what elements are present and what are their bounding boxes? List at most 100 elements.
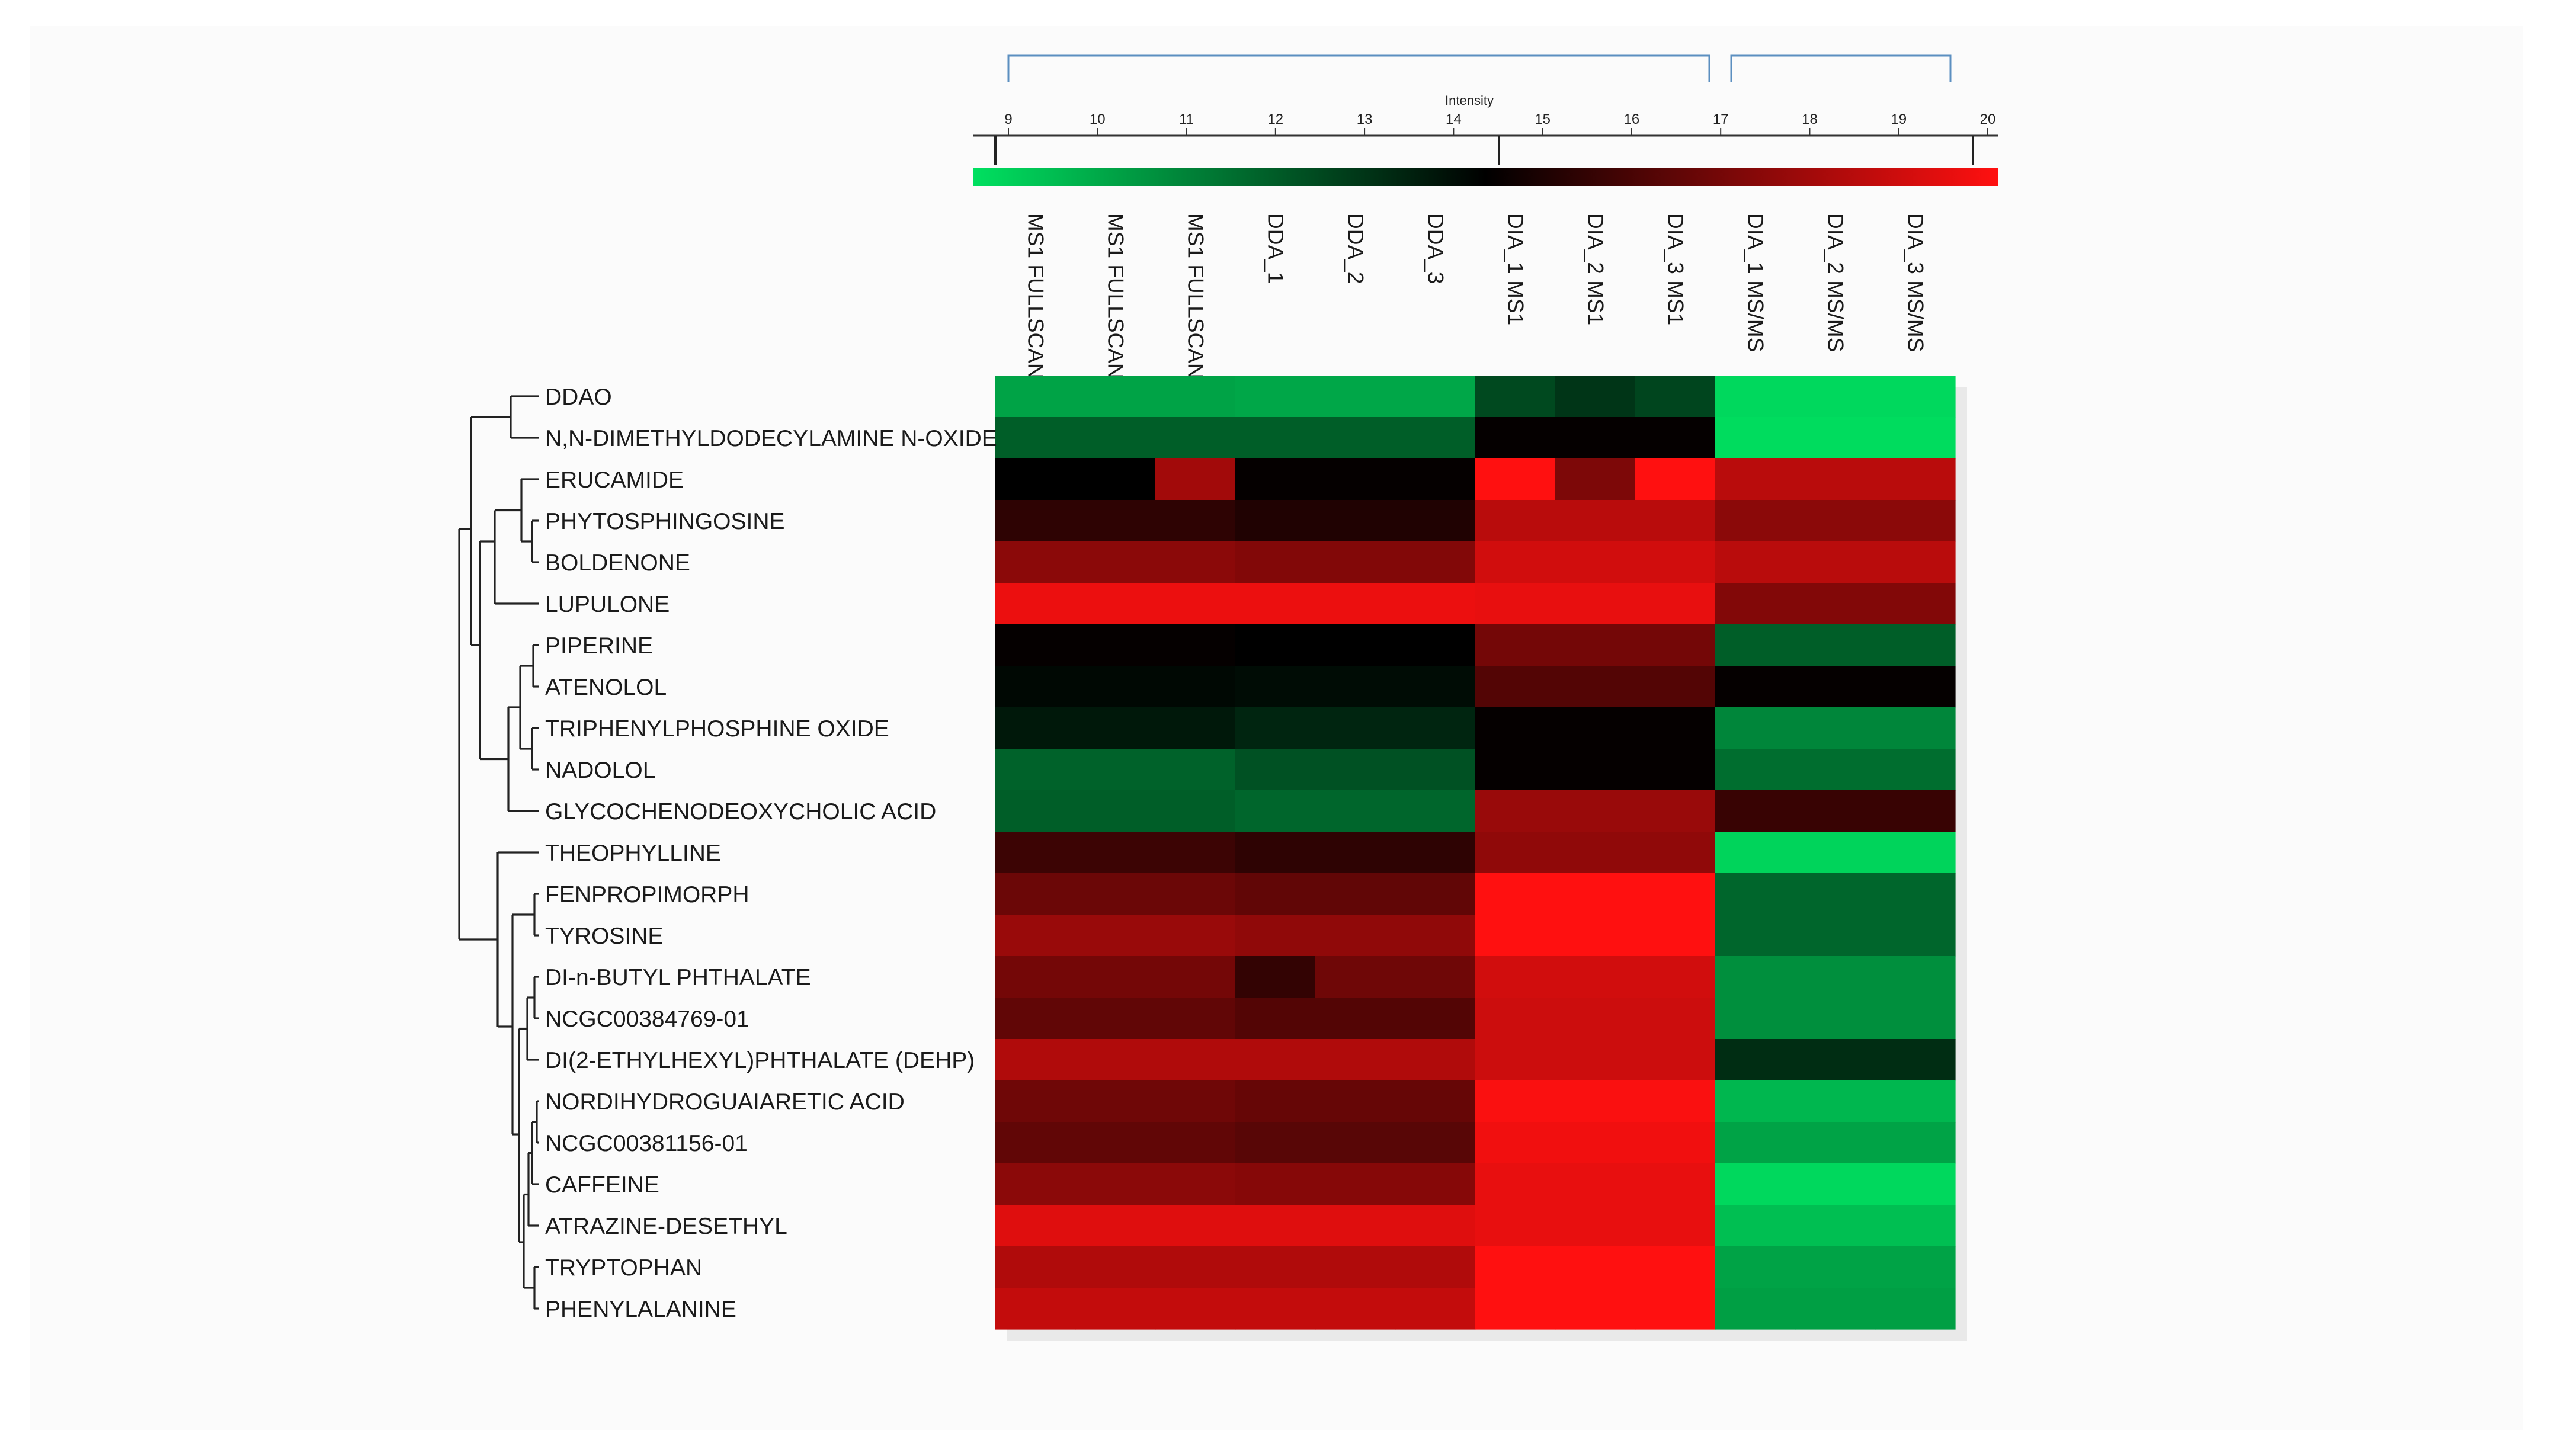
colorbar-tick-label: 14 — [1446, 111, 1462, 127]
heatmap-cell — [1315, 956, 1396, 998]
heatmap-cell — [1475, 956, 1556, 998]
heatmap-cell — [1555, 376, 1636, 418]
row-label: BOLDENONE — [545, 550, 690, 576]
heatmap-cell — [1795, 541, 1876, 583]
heatmap-cells — [995, 376, 1967, 1341]
heatmap-cell — [1315, 790, 1396, 832]
heatmap-cell — [1075, 790, 1156, 832]
row-label: FENPROPIMORPH — [545, 882, 749, 907]
heatmap-cell — [1475, 624, 1556, 666]
row-label: ATRAZINE-DESETHYL — [545, 1214, 787, 1239]
row-label: TRYPTOPHAN — [545, 1255, 702, 1281]
heatmap-cell — [1795, 915, 1876, 957]
heatmap-cell — [1795, 790, 1876, 832]
heatmap-cell — [1715, 790, 1796, 832]
heatmap-cell — [1395, 956, 1476, 998]
heatmap-cell — [1315, 832, 1396, 874]
heatmap-cell — [1155, 1039, 1236, 1081]
heatmap-cell — [1635, 956, 1716, 998]
heatmap-cell — [1315, 998, 1396, 1040]
colorbar-tick-label: 9 — [1004, 111, 1012, 127]
heatmap-cell — [1075, 1246, 1156, 1288]
heatmap-cell — [1475, 458, 1556, 501]
heatmap-cell — [1475, 1080, 1556, 1123]
heatmap-cell — [1395, 541, 1476, 583]
heatmap-cell — [1395, 749, 1476, 791]
heatmap-cell — [995, 376, 1076, 418]
heatmap-cell — [1475, 749, 1556, 791]
heatmap-cell — [1635, 915, 1716, 957]
heatmap-cell — [1235, 458, 1316, 501]
heatmap-cell — [1715, 458, 1796, 501]
heatmap-cell — [1635, 1246, 1716, 1288]
heatmap-cell — [1555, 915, 1636, 957]
heatmap-cell — [1475, 998, 1556, 1040]
heatmap-cell — [995, 1163, 1076, 1205]
heatmap-cell — [1395, 707, 1476, 749]
heatmap-cell — [995, 458, 1076, 501]
row-label: DI(2-ETHYLHEXYL)PHTHALATE (DEHP) — [545, 1048, 975, 1073]
heatmap-cell — [995, 666, 1076, 708]
row-label: ERUCAMIDE — [545, 467, 684, 493]
heatmap-cell — [1875, 1288, 1956, 1330]
heatmap-cell — [1635, 541, 1716, 583]
heatmap-cell — [995, 915, 1076, 957]
heatmap-cell — [995, 832, 1076, 874]
heatmap-cell — [1715, 1288, 1796, 1330]
heatmap-cell — [1555, 998, 1636, 1040]
column-label: DDA_2 — [1344, 213, 1368, 284]
heatmap-cell — [1155, 376, 1236, 418]
heatmap-cell — [1155, 1163, 1236, 1205]
heatmap-cell — [1315, 1122, 1396, 1164]
heatmap-cell — [1155, 998, 1236, 1040]
heatmap-cell — [1315, 458, 1396, 501]
heatmap-cell — [1555, 956, 1636, 998]
heatmap-cell — [1635, 666, 1716, 708]
heatmap-cell — [1155, 666, 1236, 708]
column-label: DIA_3 MS1 — [1664, 213, 1688, 325]
heatmap-cell — [1315, 1246, 1396, 1288]
heatmap-cell — [1795, 1122, 1876, 1164]
heatmap-cell — [1395, 915, 1476, 957]
heatmap-cell — [1235, 583, 1316, 625]
heatmap-cell — [1715, 915, 1796, 957]
heatmap-cell — [1795, 1288, 1876, 1330]
heatmap-cell — [1555, 1205, 1636, 1247]
heatmap-cell — [1235, 998, 1316, 1040]
heatmap-cell — [1155, 873, 1236, 915]
row-label: NCGC00384769-01 — [545, 1006, 749, 1032]
heatmap-cell — [1475, 666, 1556, 708]
heatmap-cell — [1155, 541, 1236, 583]
heatmap-cell — [1795, 749, 1876, 791]
heatmap-cell — [995, 1122, 1076, 1164]
heatmap-cell — [1075, 998, 1156, 1040]
heatmap-cell — [1235, 749, 1316, 791]
heatmap-cell — [1155, 1288, 1236, 1330]
heatmap-cell — [1635, 1122, 1716, 1164]
heatmap-cell — [1155, 749, 1236, 791]
heatmap-cell — [1715, 1122, 1796, 1164]
heatmap-cell — [1555, 1039, 1636, 1081]
heatmap-cell — [1075, 541, 1156, 583]
heatmap-cell — [1875, 1039, 1956, 1081]
heatmap-cell — [1235, 1122, 1316, 1164]
heatmap-cell — [995, 417, 1076, 459]
heatmap-cell — [995, 1288, 1076, 1330]
row-label: NORDIHYDROGUAIARETIC ACID — [545, 1089, 905, 1115]
heatmap-cell — [1475, 873, 1556, 915]
heatmap-cell — [1235, 1080, 1316, 1123]
row-label: NADOLOL — [545, 758, 655, 783]
heatmap-cell — [1235, 707, 1316, 749]
heatmap-cell — [1075, 666, 1156, 708]
heatmap-cell — [1155, 624, 1236, 666]
heatmap-cell — [995, 1080, 1076, 1123]
heatmap-cell — [1075, 1039, 1156, 1081]
heatmap-cell — [1635, 790, 1716, 832]
heatmap-cell — [1555, 790, 1636, 832]
heatmap-cell — [1875, 832, 1956, 874]
heatmap-cell — [1555, 1122, 1636, 1164]
heatmap-cell — [1555, 541, 1636, 583]
heatmap-cell — [995, 1039, 1076, 1081]
heatmap-cell — [1875, 583, 1956, 625]
heatmap-cell — [1395, 500, 1476, 542]
